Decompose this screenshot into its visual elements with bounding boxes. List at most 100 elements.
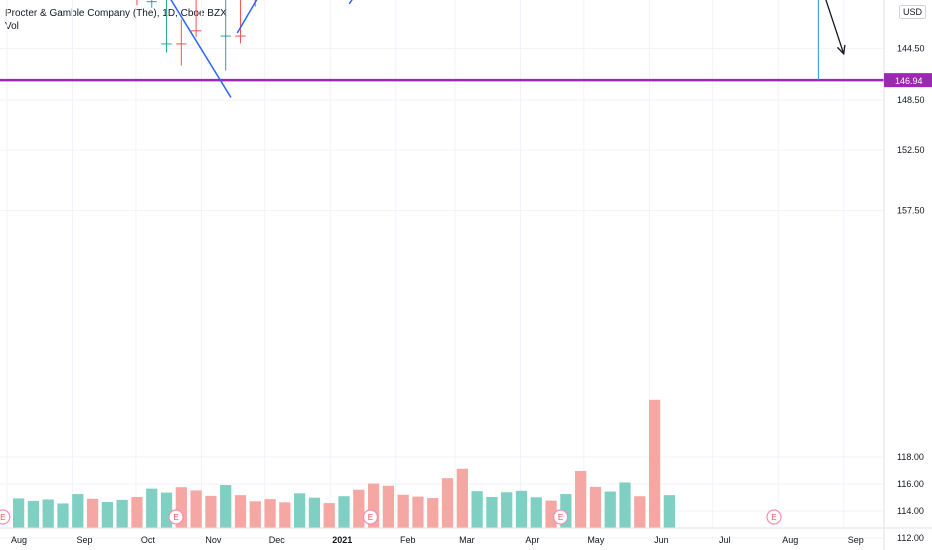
volume-bar <box>27 500 40 528</box>
volume-bar <box>146 488 158 528</box>
drawings-layer: Prior TrendHigher Lows−7.72 (−5.56%) −77… <box>0 0 884 98</box>
volume-bar <box>86 498 99 528</box>
earnings-marker-icon <box>552 509 569 525</box>
volume-bar <box>530 497 542 528</box>
earnings-marker-label: E <box>0 513 5 522</box>
x-tick-label: Nov <box>205 535 222 545</box>
price-label: 146.94 <box>895 76 923 86</box>
volume-bar <box>13 498 25 528</box>
currency-button[interactable]: USD <box>898 5 926 19</box>
volume-bar <box>353 489 365 528</box>
volume-bar <box>545 500 557 528</box>
volume-bar <box>501 492 513 528</box>
x-tick-label: Aug <box>782 535 798 545</box>
candle-body <box>235 35 246 37</box>
x-tick-label: Sep <box>848 535 864 545</box>
flag-upper-line <box>236 0 258 34</box>
x-tick-label: Mar <box>459 535 475 545</box>
volume-bar <box>456 468 468 528</box>
projection-path <box>825 0 845 55</box>
x-tick-label: Aug <box>11 535 27 545</box>
volume-bar <box>175 487 187 528</box>
candle-body <box>146 1 157 3</box>
candle-body <box>220 35 231 37</box>
chart-title: Procter & Gamble Company (The), 1D, Cboe… <box>5 8 227 19</box>
volume-bar <box>234 495 247 528</box>
price-label-box <box>884 73 932 88</box>
volume-bars <box>13 399 676 528</box>
x-tick-label: Feb <box>400 535 416 545</box>
volume-bar <box>338 496 350 528</box>
volume-bar <box>412 496 424 528</box>
x-tick-label: May <box>587 535 605 545</box>
volume-bar <box>205 495 217 528</box>
volume-bar <box>589 486 602 528</box>
volume-bar <box>264 499 276 528</box>
x-tick-label: Apr <box>525 535 539 545</box>
volume-bar <box>279 502 291 528</box>
earnings-marker-label: E <box>558 513 563 522</box>
y-tick-label: 148.50 <box>897 95 925 105</box>
x-tick-label: 2021 <box>332 535 352 545</box>
volume-bar <box>116 499 128 528</box>
uptrend-line <box>170 0 232 98</box>
volume-bar <box>663 495 676 528</box>
y-tick-label: 118.00 <box>897 452 924 462</box>
x-tick-label: Oct <box>141 535 156 545</box>
candle-body <box>176 43 187 45</box>
earnings-marker-label: E <box>173 513 178 522</box>
earnings-marker-icon <box>168 509 184 525</box>
volume-bar <box>57 503 69 528</box>
volume-bar <box>619 482 631 528</box>
volume-bar <box>220 485 232 528</box>
candlesticks <box>136 0 256 71</box>
x-tick-label: Sep <box>76 535 92 545</box>
volume-bar <box>515 490 528 528</box>
volume-bar <box>42 499 54 528</box>
y-tick-label: 152.50 <box>897 145 925 155</box>
volume-bar <box>367 483 380 528</box>
volume-bar <box>323 503 335 528</box>
earnings-marker-icon <box>766 509 782 525</box>
volume-bar <box>160 492 173 528</box>
volume-bar <box>249 501 261 528</box>
volume-bar <box>101 502 113 528</box>
volume-bar <box>648 399 661 528</box>
x-tick-label: Jun <box>654 535 669 545</box>
candle-body <box>190 30 202 32</box>
volume-bar <box>190 490 202 528</box>
candle-body <box>161 43 172 45</box>
y-tick-label: 157.50 <box>897 206 925 216</box>
volume-bar <box>486 496 498 528</box>
volume-bar <box>72 494 84 528</box>
y-tick-label: 112.00 <box>897 533 924 543</box>
y-tick-label: 116.00 <box>897 479 924 489</box>
volume-indicator-label[interactable]: Vol <box>5 21 19 32</box>
earnings-marker-icon <box>0 509 11 525</box>
volume-bar <box>427 498 439 528</box>
volume-bar <box>575 470 587 528</box>
arrow-head <box>836 44 846 56</box>
volume-bar <box>382 485 394 528</box>
earnings-marker-icon <box>362 509 379 525</box>
flag-two-line <box>348 0 353 5</box>
volume-bar <box>397 494 409 528</box>
y-tick-label: 114.00 <box>897 506 924 516</box>
volume-bar <box>634 496 646 528</box>
earnings-marker-label: E <box>771 513 776 522</box>
volume-bar <box>308 497 321 528</box>
x-tick-label: Jul <box>719 535 731 545</box>
volume-bar <box>471 491 483 528</box>
volume-bar <box>294 493 306 528</box>
y-tick-label: 140.50 <box>897 0 925 1</box>
y-tick-label: 144.50 <box>897 44 925 54</box>
time-axis[interactable]: Aug Sep Oct Nov Dec 2021 Feb Mar Apr May Jun Jul Aug… <box>0 527 932 545</box>
earnings-marker-label: E <box>368 513 373 522</box>
price-axis[interactable]: 157.50152.50148.50144.50140.50136.50132.… <box>883 0 932 550</box>
volume-bar <box>441 478 454 528</box>
volume-bar <box>604 491 616 528</box>
x-tick-label: Dec <box>269 535 286 545</box>
volume-bar <box>560 494 572 528</box>
